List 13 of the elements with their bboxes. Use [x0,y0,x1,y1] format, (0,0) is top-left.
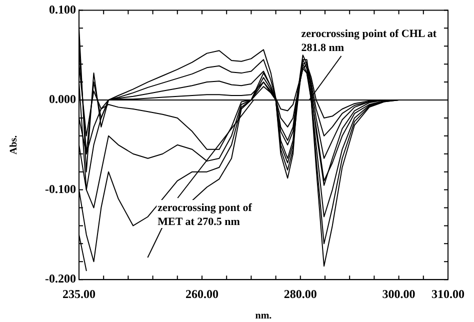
x-axis-title: nm. [255,310,272,322]
x-tick-label: 260.00 [185,286,218,301]
y-tick-label: 0.000 [48,92,76,106]
y-tick-label: -0.100 [44,182,76,196]
annotation: zerocrossing point of CHL at 281.8 nm [301,28,437,54]
y-tick-label: -0.200 [44,272,76,286]
annotation: zerocrossing pont of MET at 270.5 nm [158,202,252,228]
y-axis-title: Abs. [8,134,20,154]
x-tick-label: 310.00 [432,286,464,301]
x-tick-label: 280.00 [284,286,317,301]
x-tick-label: 300.00 [382,286,416,301]
x-tick-label: 235.00 [62,286,96,301]
y-tick-label: 0.100 [48,2,76,16]
